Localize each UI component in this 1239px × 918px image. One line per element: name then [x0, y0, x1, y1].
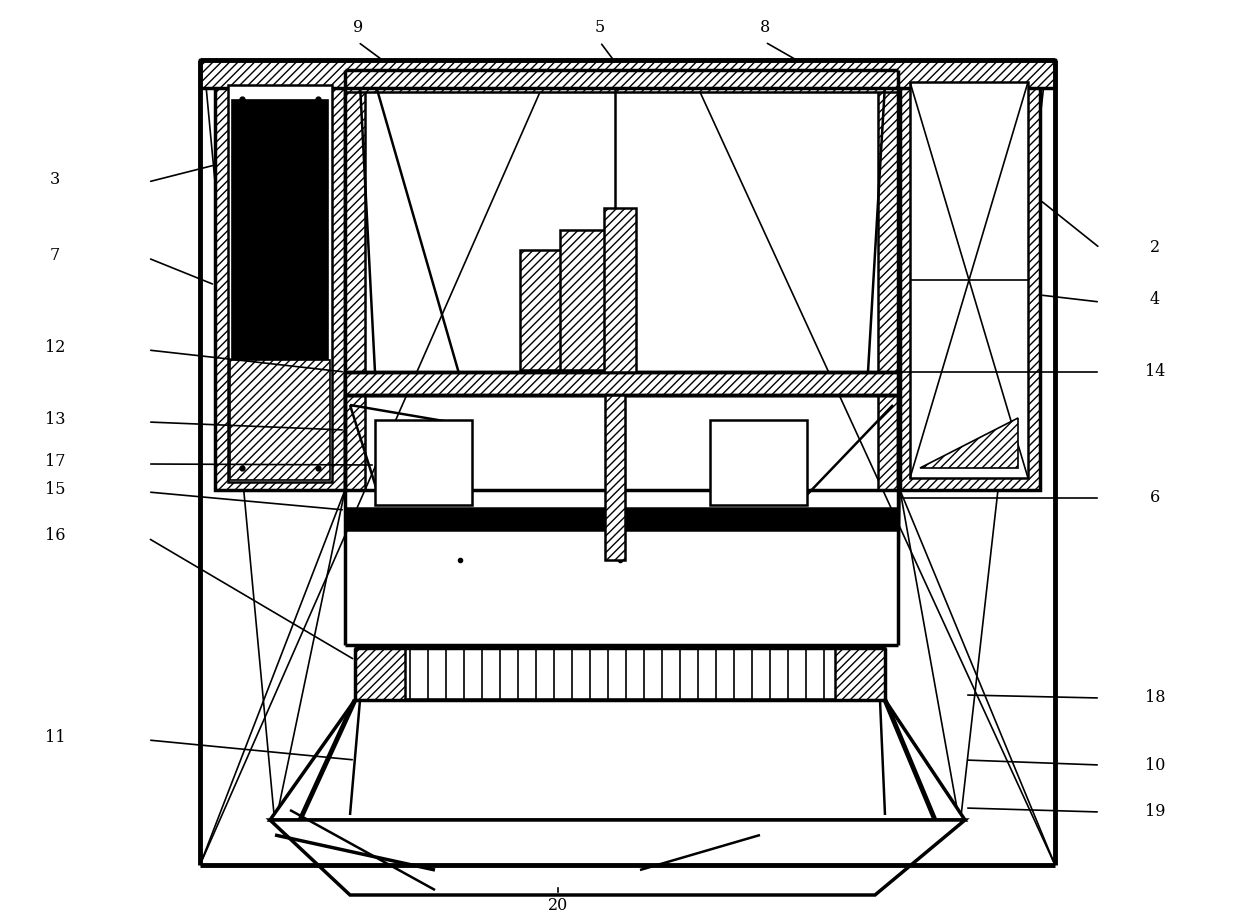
Text: 2: 2: [1150, 240, 1160, 256]
Text: 16: 16: [45, 527, 66, 543]
Text: 8: 8: [760, 19, 771, 37]
Text: 9: 9: [353, 19, 363, 37]
Text: 20: 20: [548, 898, 569, 914]
Bar: [560, 230, 608, 370]
Bar: [230, 360, 330, 480]
Bar: [199, 60, 1054, 88]
Text: 17: 17: [45, 453, 66, 471]
Bar: [375, 420, 472, 505]
Text: 4: 4: [1150, 292, 1160, 308]
Polygon shape: [921, 418, 1018, 468]
Bar: [344, 70, 898, 92]
Text: 14: 14: [1145, 364, 1165, 380]
Text: 12: 12: [45, 340, 66, 356]
Text: 5: 5: [595, 19, 605, 37]
Bar: [356, 648, 405, 700]
Bar: [605, 395, 624, 560]
Text: 3: 3: [50, 172, 61, 188]
Text: 13: 13: [45, 411, 66, 429]
Bar: [344, 372, 898, 395]
Text: 19: 19: [1145, 803, 1165, 821]
Bar: [344, 70, 366, 490]
Bar: [232, 100, 328, 360]
Bar: [710, 420, 807, 505]
Bar: [216, 70, 344, 490]
Text: 10: 10: [1145, 756, 1165, 774]
Bar: [228, 85, 332, 482]
Bar: [603, 208, 636, 372]
Polygon shape: [270, 700, 965, 820]
Text: 18: 18: [1145, 689, 1165, 707]
Bar: [878, 70, 898, 490]
Text: 7: 7: [50, 247, 61, 263]
Text: 15: 15: [45, 482, 66, 498]
Text: 11: 11: [45, 730, 66, 746]
Bar: [900, 70, 1040, 490]
Bar: [344, 508, 898, 530]
Bar: [835, 648, 885, 700]
Polygon shape: [270, 820, 965, 895]
Bar: [909, 82, 1028, 478]
Bar: [520, 250, 567, 370]
Text: 6: 6: [1150, 489, 1160, 507]
